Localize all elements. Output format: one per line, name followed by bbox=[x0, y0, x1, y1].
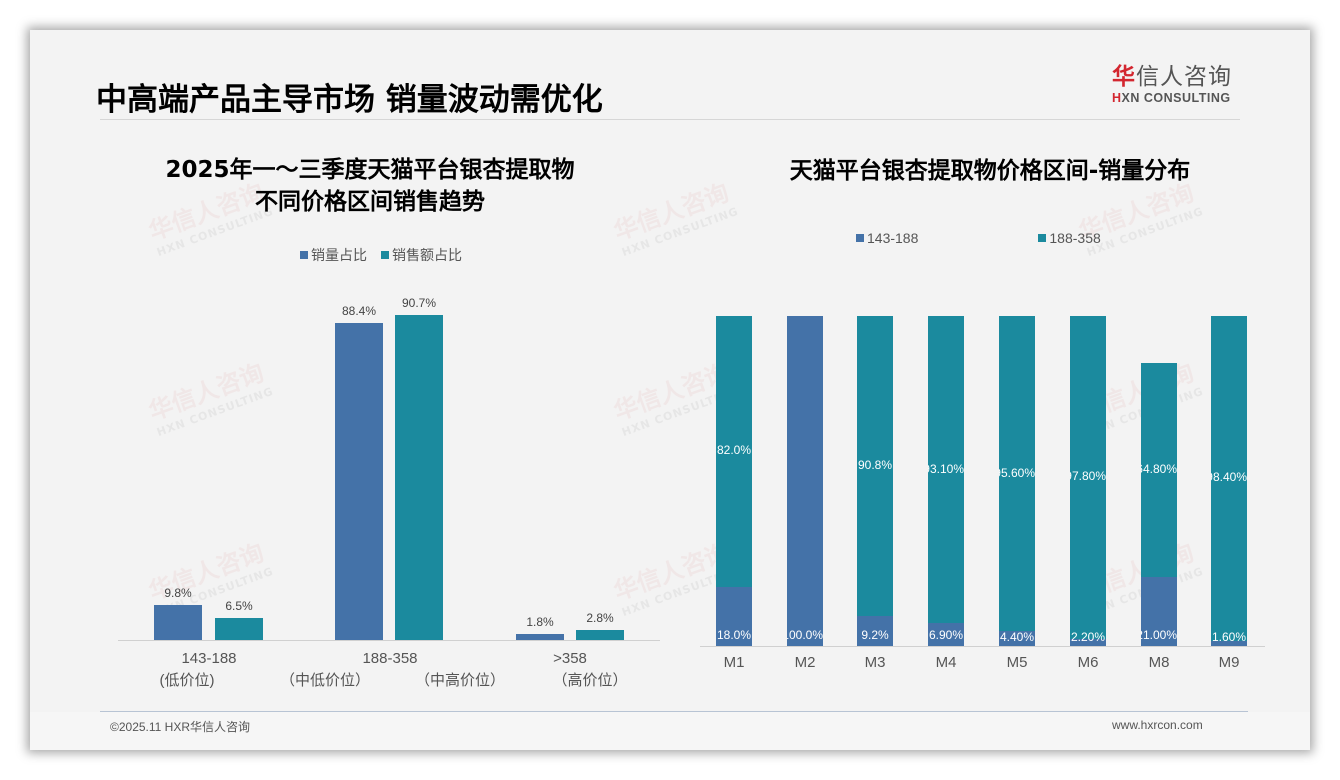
page-title: 中高端产品主导市场 销量波动需优化 bbox=[96, 82, 603, 118]
bar-segment-143-188 bbox=[928, 623, 964, 646]
bar-segment-188-358 bbox=[1070, 316, 1106, 639]
bar-segment-188-358 bbox=[928, 316, 964, 624]
data-label: 9.2% bbox=[861, 628, 889, 642]
data-label: 6.90% bbox=[928, 628, 964, 642]
bar-amt-143-188 bbox=[215, 618, 263, 640]
data-label: 64.80% bbox=[1141, 461, 1177, 476]
legend-item: 188-358 bbox=[1038, 230, 1101, 246]
data-label: 2.20% bbox=[1070, 630, 1106, 644]
logo-en-text: XN CONSULTING bbox=[1121, 91, 1231, 105]
bar-vol-188-358 bbox=[335, 323, 383, 640]
legend-swatch-icon bbox=[856, 234, 864, 242]
legend-swatch-icon bbox=[1038, 234, 1047, 242]
data-label: 97.80% bbox=[1070, 469, 1106, 484]
data-label: 93.10% bbox=[928, 461, 964, 476]
left-chart-legend: 销量占比 销售额占比 bbox=[300, 245, 462, 265]
data-label: 21.00% bbox=[1141, 628, 1177, 642]
x-label: M1 bbox=[723, 654, 745, 671]
data-label: 1.8% bbox=[526, 615, 554, 629]
x-label: M5 bbox=[1006, 654, 1028, 671]
left-x-axis bbox=[118, 640, 660, 641]
bar-vol-358 bbox=[516, 634, 564, 640]
data-label: 82.0% bbox=[716, 443, 752, 458]
x-label: M4 bbox=[935, 654, 957, 671]
x-sublabel: （中高价位） bbox=[414, 672, 505, 689]
bar-segment-188-358 bbox=[1141, 362, 1177, 577]
website-link[interactable]: www.hxrcon.com bbox=[1112, 718, 1203, 732]
company-logo: 华信人咨询 HXN CONSULTING bbox=[1112, 64, 1242, 105]
x-label: 188-358 bbox=[362, 650, 418, 667]
bar-segment-143-188 bbox=[787, 316, 823, 646]
bar-segment-143-188 bbox=[716, 586, 752, 646]
right-chart-title: 天猫平台银杏提取物价格区间-销量分布 bbox=[789, 158, 1191, 184]
right-chart-legend: 143-188 188-358 bbox=[856, 230, 1101, 246]
x-label: M6 bbox=[1077, 654, 1099, 671]
data-label: 2.8% bbox=[586, 611, 614, 625]
data-label: 95.60% bbox=[999, 465, 1035, 480]
legend-swatch-icon bbox=[300, 251, 308, 259]
bar-segment-188-358 bbox=[716, 316, 752, 587]
x-label: M3 bbox=[864, 654, 886, 671]
logo-en-accent: H bbox=[1112, 91, 1122, 105]
data-label: 90.7% bbox=[401, 296, 437, 310]
bar-segment-188-358 bbox=[857, 316, 893, 616]
legend-swatch-icon bbox=[381, 251, 389, 259]
x-label: M2 bbox=[794, 654, 816, 671]
x-sublabel: (低价位) bbox=[159, 672, 215, 689]
x-label: 143-188 bbox=[181, 650, 237, 667]
x-sublabel: （高价位） bbox=[552, 672, 628, 689]
legend-item: 143-188 bbox=[856, 230, 918, 246]
bar-segment-188-358 bbox=[1211, 316, 1247, 641]
right-x-axis bbox=[700, 646, 1265, 647]
bar-segment-143-188 bbox=[1070, 638, 1106, 646]
bar-segment-188-358 bbox=[999, 316, 1035, 632]
data-label: 90.8% bbox=[857, 457, 893, 472]
bar-segment-143-188 bbox=[999, 631, 1035, 646]
copyright-text: ©2025.11 HXR华信人咨询 bbox=[110, 720, 250, 734]
x-label: M8 bbox=[1148, 654, 1170, 671]
data-label: 98.40% bbox=[1211, 470, 1247, 485]
bar-segment-143-188 bbox=[857, 615, 893, 646]
data-label: 1.60% bbox=[1211, 630, 1247, 644]
data-label: 6.5% bbox=[225, 599, 253, 613]
bar-amt-188-358 bbox=[395, 315, 443, 640]
legend-item: 销售额占比 bbox=[381, 245, 462, 265]
data-label: 4.40% bbox=[999, 630, 1035, 644]
data-label: 9.8% bbox=[164, 586, 192, 600]
slide: 中高端产品主导市场 销量波动需优化 华信人咨询 HXN CONSULTING 华… bbox=[30, 30, 1310, 750]
left-chart-title: 2025年一～三季度天猫平台银杏提取物 不同价格区间销售趋势 bbox=[165, 157, 575, 215]
footer bbox=[30, 712, 1310, 750]
bar-amt-358 bbox=[576, 630, 624, 640]
data-label: 18.0% bbox=[716, 628, 752, 642]
bar-segment-143-188 bbox=[1211, 640, 1247, 646]
data-label: 88.4% bbox=[341, 304, 377, 318]
data-label: 100.0% bbox=[787, 628, 823, 642]
x-label: >358 bbox=[553, 650, 587, 667]
logo-cn-text: 信人咨询 bbox=[1136, 64, 1232, 90]
footer-divider bbox=[100, 711, 1248, 712]
x-label: M9 bbox=[1218, 654, 1240, 671]
logo-accent: 华 bbox=[1112, 64, 1136, 90]
title-divider bbox=[100, 119, 1240, 120]
bar-segment-143-188 bbox=[1141, 576, 1177, 646]
legend-item: 销量占比 bbox=[300, 245, 367, 265]
x-sublabel: （中低价位） bbox=[279, 672, 370, 689]
bar-vol-143-188 bbox=[154, 605, 202, 640]
